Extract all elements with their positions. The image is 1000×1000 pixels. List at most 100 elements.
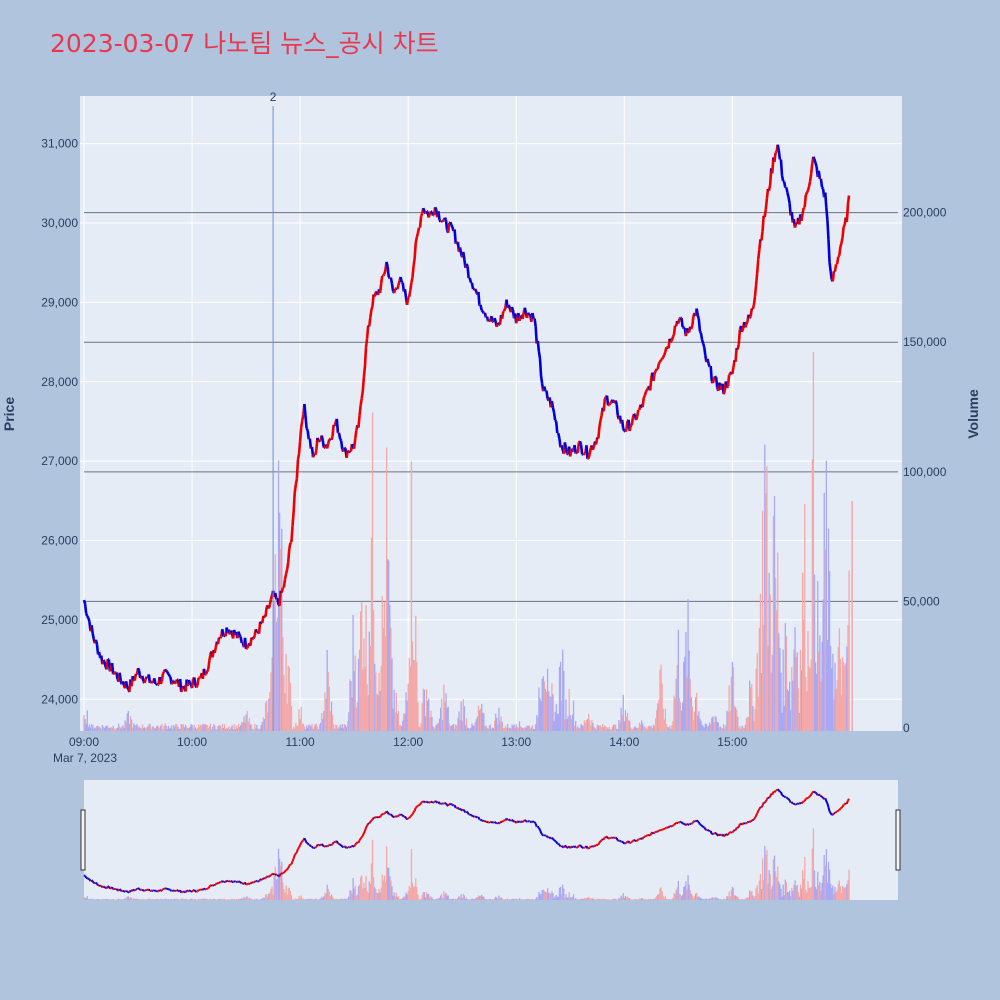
price-segment	[823, 192, 828, 208]
mini-volume-bar	[250, 898, 253, 900]
volume-bar	[457, 718, 459, 731]
volume-bar	[473, 725, 475, 731]
mini-volume-bar	[657, 894, 659, 900]
price-segment	[628, 425, 633, 432]
mini-price-segment	[357, 839, 361, 844]
mini-price-segment	[300, 840, 304, 844]
mini-volume-bar	[356, 894, 359, 900]
mini-price-segment	[94, 881, 97, 885]
volume-bar	[370, 537, 373, 731]
mini-volume-bar	[420, 898, 422, 900]
price-segment	[243, 637, 248, 650]
range-slider[interactable]	[80, 780, 901, 900]
mini-price-segment	[161, 888, 164, 892]
mini-price-segment	[496, 822, 499, 825]
volume-bar	[318, 724, 321, 731]
mini-volume-bar	[323, 896, 325, 900]
mini-volume-bar	[180, 898, 182, 900]
mini-volume-bar	[508, 899, 510, 900]
mini-price-segment	[285, 868, 288, 872]
mini-price-segment	[820, 795, 823, 798]
mini-volume-bar	[803, 878, 805, 900]
volume-bar	[437, 722, 440, 731]
volume-bar	[834, 662, 836, 731]
mini-volume-bar	[505, 899, 508, 900]
mini-price-segment	[261, 877, 265, 881]
mini-volume-bar	[263, 897, 266, 900]
volume-bar	[139, 728, 141, 731]
price-segment	[576, 442, 581, 453]
volume-bar	[369, 646, 372, 731]
mini-price-segment	[98, 884, 101, 887]
price-segment	[748, 315, 752, 319]
volume-bar	[624, 710, 627, 731]
volume-bar	[773, 496, 776, 731]
mini-volume-bar	[276, 878, 279, 900]
price-segment	[538, 358, 543, 377]
mini-volume-bar	[731, 886, 734, 900]
volume-bar	[780, 672, 782, 731]
volume-bar	[100, 729, 102, 731]
price-segment	[155, 682, 159, 686]
price-segment	[160, 673, 165, 682]
price-segment	[608, 402, 612, 406]
mini-price-segment	[700, 824, 703, 827]
volume-bar	[290, 705, 293, 731]
price-segment	[578, 440, 583, 446]
volume-bar	[195, 729, 198, 731]
mini-volume-bar	[743, 899, 745, 900]
mini-price-segment	[408, 816, 412, 819]
price-segment	[121, 680, 126, 686]
volume-bar	[721, 728, 724, 731]
mini-volume-bar	[120, 899, 122, 900]
volume-bar	[539, 698, 541, 731]
price-segment	[407, 290, 412, 297]
volume-bar	[778, 633, 780, 731]
volume-bar	[468, 728, 470, 731]
mini-volume-bar	[696, 892, 698, 900]
mini-price-segment	[557, 843, 561, 846]
mini-price-segment	[85, 876, 88, 880]
news-marker[interactable]: 2	[270, 90, 277, 731]
mini-price-segment	[593, 844, 596, 847]
range-slider-right-handle[interactable]	[895, 809, 901, 871]
volume-axis-title: Volume	[965, 389, 981, 439]
mini-volume-bar	[718, 899, 721, 900]
volume-bar	[512, 725, 514, 731]
mini-price-segment	[569, 846, 573, 849]
mini-price-segment	[525, 820, 528, 823]
mini-volume-bar	[819, 881, 821, 900]
price-segment	[629, 424, 633, 427]
volume-bar	[618, 719, 620, 731]
mini-volume-bar	[753, 898, 755, 900]
volume-bar	[679, 702, 682, 731]
mini-volume-bar	[379, 892, 381, 900]
mini-volume-bar	[314, 898, 316, 900]
mini-price-segment	[411, 811, 415, 815]
mini-volume-bar	[774, 871, 777, 900]
volume-bar	[105, 726, 107, 731]
volume-bar	[163, 725, 165, 731]
mini-price-segment	[551, 837, 554, 840]
price-segment	[450, 224, 454, 228]
volume-bar	[808, 666, 810, 731]
mini-volume-bar	[578, 899, 580, 900]
mini-price-segment	[109, 887, 112, 890]
price-segment	[493, 317, 497, 323]
mini-volume-bar	[382, 880, 385, 900]
mini-volume-bar	[536, 896, 538, 900]
mini-volume-bar	[422, 892, 424, 900]
mini-volume-bar	[570, 897, 573, 900]
mini-volume-bar	[662, 895, 664, 900]
mini-volume-bar	[220, 899, 222, 900]
mini-price-segment	[293, 852, 297, 856]
price-segment	[296, 453, 301, 461]
range-slider-left-handle[interactable]	[80, 809, 86, 871]
volume-bar	[563, 670, 565, 731]
price-segment	[642, 395, 646, 399]
mini-price-segment	[734, 827, 738, 831]
volume-bar	[266, 700, 268, 731]
volume-bar	[226, 728, 228, 731]
volume-bar	[738, 727, 740, 731]
